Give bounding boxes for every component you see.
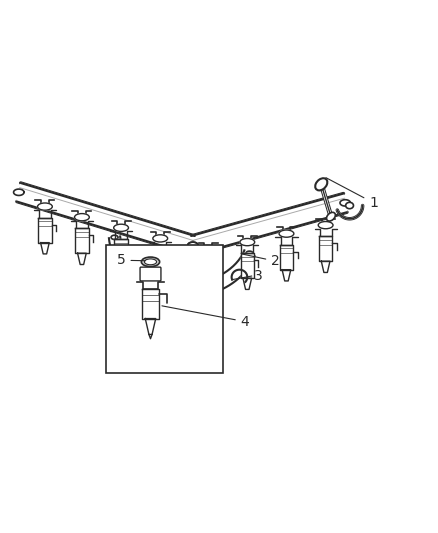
Polygon shape — [142, 289, 159, 319]
FancyBboxPatch shape — [106, 245, 223, 373]
Polygon shape — [17, 183, 195, 255]
Polygon shape — [78, 253, 86, 264]
Polygon shape — [187, 242, 198, 248]
Polygon shape — [109, 237, 254, 298]
Polygon shape — [243, 278, 251, 289]
FancyBboxPatch shape — [140, 267, 161, 281]
Polygon shape — [340, 200, 350, 206]
Ellipse shape — [246, 251, 253, 255]
Ellipse shape — [318, 222, 333, 229]
Ellipse shape — [201, 245, 215, 253]
Text: 5: 5 — [117, 253, 145, 267]
Polygon shape — [280, 245, 293, 270]
Ellipse shape — [74, 214, 89, 221]
Polygon shape — [319, 237, 332, 261]
Ellipse shape — [279, 230, 294, 237]
Ellipse shape — [38, 203, 52, 210]
Ellipse shape — [346, 203, 353, 209]
Ellipse shape — [111, 235, 118, 239]
Ellipse shape — [114, 224, 128, 231]
Polygon shape — [282, 270, 291, 281]
Polygon shape — [191, 193, 347, 255]
Polygon shape — [321, 261, 330, 272]
Ellipse shape — [315, 178, 327, 190]
Polygon shape — [117, 264, 125, 275]
Text: 4: 4 — [162, 306, 250, 329]
Polygon shape — [156, 274, 165, 286]
Polygon shape — [201, 260, 215, 285]
Ellipse shape — [327, 212, 336, 221]
Polygon shape — [75, 229, 88, 253]
Ellipse shape — [141, 257, 159, 266]
Polygon shape — [240, 253, 254, 278]
Ellipse shape — [145, 259, 157, 265]
Text: 3: 3 — [254, 269, 262, 283]
Ellipse shape — [240, 238, 254, 246]
Polygon shape — [41, 243, 49, 254]
Polygon shape — [38, 218, 52, 243]
Polygon shape — [14, 189, 24, 196]
Polygon shape — [187, 242, 198, 248]
Ellipse shape — [153, 235, 168, 242]
Polygon shape — [114, 239, 128, 264]
Text: 2: 2 — [241, 254, 280, 268]
Polygon shape — [204, 285, 212, 296]
Polygon shape — [154, 249, 167, 274]
Text: 1: 1 — [326, 177, 378, 210]
Polygon shape — [145, 319, 156, 335]
